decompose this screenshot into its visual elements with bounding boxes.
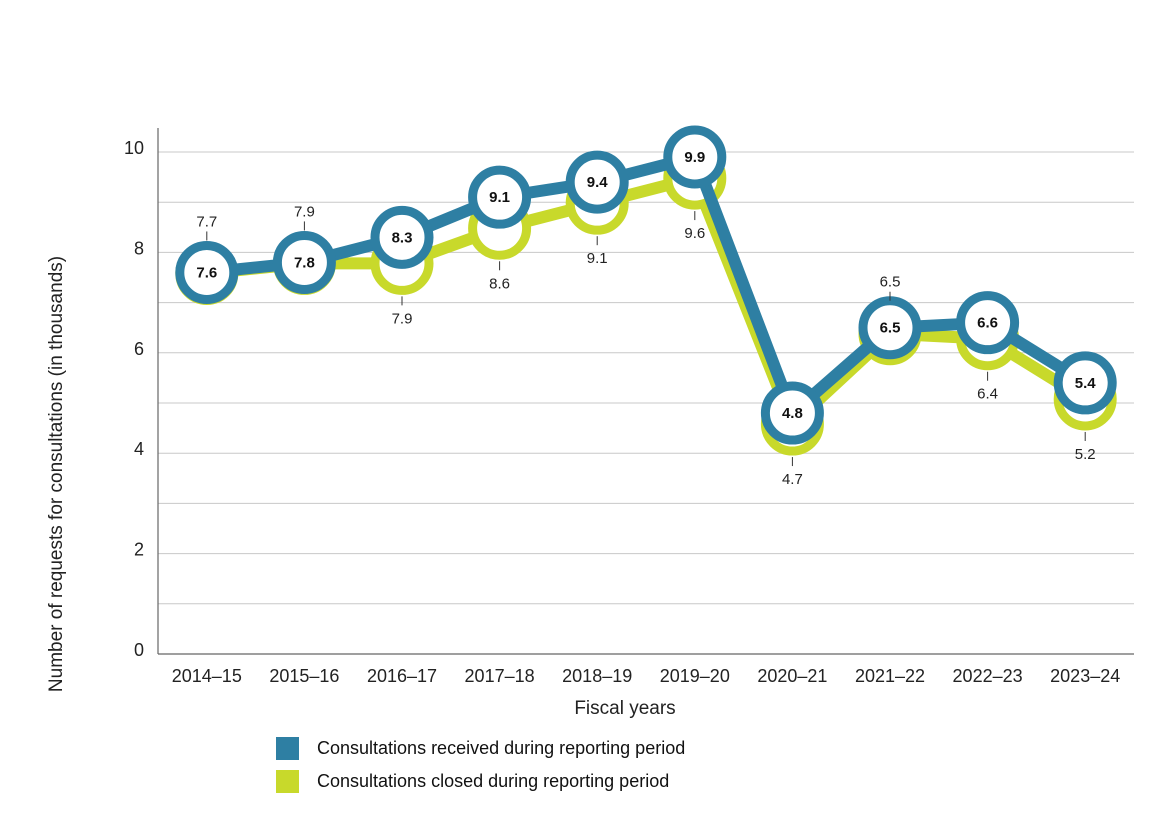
- y-tick-label: 4: [134, 439, 144, 459]
- data-label-received: 6.6: [977, 315, 998, 332]
- x-tick-label: 2014–15: [172, 666, 242, 686]
- legend-item-received: Consultations received during reporting …: [276, 736, 685, 760]
- legend-label-received: Consultations received during reporting …: [317, 737, 686, 758]
- data-label-closed: 9.6: [684, 225, 705, 242]
- data-label-closed: 9.1: [587, 250, 608, 267]
- legend-swatch-received: [276, 736, 299, 760]
- data-label-received: 9.1: [489, 189, 510, 206]
- x-tick-label: 2017–18: [465, 666, 535, 686]
- x-tick-label: 2015–16: [269, 666, 339, 686]
- x-tick-label: 2019–20: [660, 666, 730, 686]
- x-tick-label: 2020–21: [757, 666, 827, 686]
- data-label-closed: 5.2: [1075, 446, 1096, 463]
- grid-lines: [157, 128, 1134, 655]
- legend: Consultations received during reporting …: [276, 736, 685, 802]
- data-point-received: [468, 165, 532, 229]
- x-tick-label: 2016–17: [367, 666, 437, 686]
- y-tick-label: 0: [134, 640, 144, 660]
- data-label-closed: 6.4: [977, 386, 998, 403]
- series-line-received: [206, 151, 1089, 420]
- x-tick-label: 2022–23: [953, 666, 1023, 686]
- data-label-closed: 6.5: [880, 274, 901, 291]
- y-tick-label: 2: [134, 540, 144, 560]
- series-line-closed: [206, 172, 1089, 431]
- data-label-received: 7.8: [294, 254, 315, 271]
- legend-label-closed: Consultations closed during reporting pe…: [317, 770, 670, 791]
- x-axis-title: Fiscal years: [574, 698, 675, 719]
- data-point-received: [565, 150, 629, 214]
- data-label-received: 8.3: [392, 229, 413, 246]
- data-label-received: 5.4: [1075, 375, 1097, 392]
- data-label-received: 9.4: [587, 174, 609, 191]
- x-tick-label: 2023–24: [1050, 666, 1120, 686]
- data-point-received: [956, 291, 1020, 355]
- data-label-received: 7.6: [196, 264, 217, 281]
- data-point-received: [1053, 351, 1117, 415]
- data-label-closed: 7.9: [392, 310, 413, 327]
- data-label-closed: 7.7: [196, 213, 217, 230]
- data-labels-closed: 7.7 7.9 7.9 8.6 9.1 9.6 4.7 6.5 6.4 5.2: [196, 203, 1095, 488]
- data-label-closed: 4.7: [782, 471, 803, 488]
- data-point-received: [272, 230, 336, 294]
- data-point-received: [370, 205, 434, 269]
- x-tick-label: 2018–19: [562, 666, 632, 686]
- data-label-received: 4.8: [782, 405, 803, 422]
- y-axis-title: Number of requests for consultations (in…: [46, 256, 67, 692]
- y-tick-label: 6: [134, 339, 144, 359]
- series-received: 7.6 7.8 8.3 9.1 9.4 9.9 4.8 6.5 6.6 5.4: [175, 125, 1117, 445]
- data-label-closed: 8.6: [489, 275, 510, 292]
- data-label-closed: 7.9: [294, 203, 315, 220]
- legend-item-closed: Consultations closed during reporting pe…: [276, 769, 685, 793]
- y-axis-ticks: 0 2 4 6 8 10: [124, 138, 144, 660]
- legend-swatch-closed: [276, 769, 299, 793]
- x-tick-label: 2021–22: [855, 666, 925, 686]
- data-point-received: [175, 240, 239, 304]
- y-tick-label: 8: [134, 238, 144, 258]
- data-label-received: 6.5: [880, 320, 901, 337]
- data-point-received: [760, 381, 824, 445]
- y-tick-label: 10: [124, 138, 144, 158]
- data-label-received: 9.9: [684, 149, 705, 166]
- data-point-received: [663, 125, 727, 189]
- x-axis-ticks: 2014–15 2015–16 2016–17 2017–18 2018–19 2019–…: [172, 666, 1120, 686]
